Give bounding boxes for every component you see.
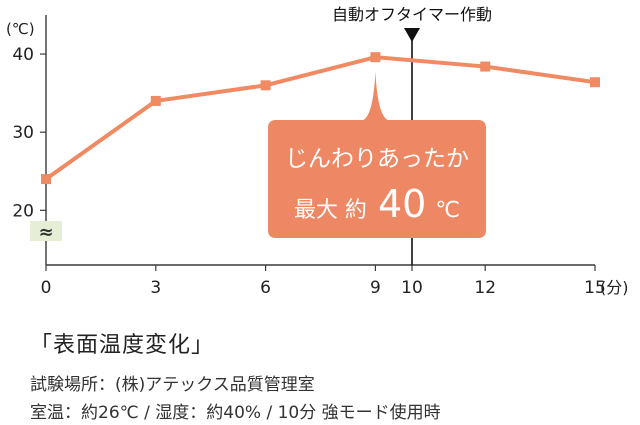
x-tick-label: 15 (584, 278, 606, 298)
x-tick-label: 6 (260, 278, 271, 298)
y-tick-label: 40 (12, 45, 34, 65)
x-tick-label: 9 (370, 278, 381, 298)
callout-bubble (268, 71, 486, 238)
callout-value: 40 (378, 182, 426, 226)
x-tick-label: 3 (150, 278, 161, 298)
series-point (150, 95, 161, 106)
series-point (590, 77, 600, 88)
callout-prefix: 最大 約 (294, 198, 367, 223)
max-temperature-callout: じんわりあったか 最大 約 40 ℃ (268, 71, 486, 238)
test-conditions-caption: 室温：約26℃ / 湿度：約40% / 10分 強モード使用時 (30, 403, 441, 423)
x-tick-label: 10 (401, 278, 423, 298)
y-tick-label: 20 (12, 201, 34, 221)
y-ticks: 20 30 40 (12, 45, 46, 221)
test-location-caption: 試験場所：(株)アテックス品質管理室 (30, 375, 315, 395)
axis-break-background (30, 221, 62, 241)
timer-marker-triangle (404, 28, 420, 42)
series-point (41, 174, 51, 185)
temperature-chart: 20 30 40 0 3 6 9 10 12 15 (℃) (分) ≈ 自動オフタイマー作動 じ… (6, 5, 629, 298)
callout-line2: 最大 約 40 ℃ (294, 182, 460, 226)
axis-break-mark: ≈ (30, 221, 62, 243)
callout-line1: じんわりあったか (285, 146, 469, 172)
x-ticks: 0 3 6 9 10 12 15 (41, 265, 606, 298)
y-axis-unit-label: (℃) (6, 20, 35, 38)
x-tick-label: 12 (474, 278, 496, 298)
series-line (44, 55, 596, 181)
timer-marker-label: 自動オフタイマー作動 (332, 5, 492, 24)
x-tick-label: 0 (41, 278, 52, 298)
chart-title: 「表面温度変化」 (30, 333, 215, 358)
axis-break-symbol: ≈ (38, 222, 53, 243)
series-point (370, 52, 381, 63)
temperature-series (41, 52, 600, 185)
series-point (260, 80, 271, 91)
series-point (480, 61, 491, 72)
y-tick-label: 30 (12, 123, 34, 143)
callout-unit: ℃ (435, 198, 460, 223)
x-axis-unit-label: (分) (600, 278, 629, 297)
